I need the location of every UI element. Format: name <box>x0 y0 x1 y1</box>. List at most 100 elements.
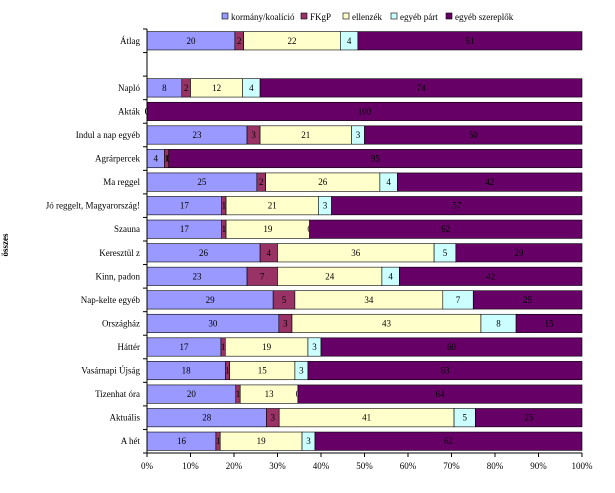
data-label: 1 <box>221 342 226 352</box>
data-label: 1 <box>225 366 230 376</box>
bar-segment <box>472 290 583 310</box>
data-label: 17 <box>180 201 190 211</box>
data-label: 3 <box>251 130 256 140</box>
bar-segment <box>331 196 583 216</box>
data-label: 34 <box>364 295 374 305</box>
data-label: 13 <box>265 389 275 399</box>
data-label: 2 <box>259 177 264 187</box>
bar-segment <box>475 408 583 428</box>
data-label: 5 <box>462 413 467 423</box>
bar-segment <box>297 384 583 404</box>
data-label: 20 <box>186 36 196 46</box>
data-label: 43 <box>382 318 392 328</box>
category-label: Vasárnapi Újság <box>81 366 140 376</box>
x-tick-label: 70% <box>443 461 460 471</box>
data-label: 23 <box>193 130 203 140</box>
data-label: 25 <box>524 413 534 423</box>
category-label: Átlag <box>120 36 140 46</box>
data-label: 19 <box>262 342 272 352</box>
data-label: 64 <box>435 389 445 399</box>
data-label: 4 <box>386 177 391 187</box>
y-axis-title: összes <box>0 233 10 256</box>
data-label: 4 <box>267 248 272 258</box>
bar-segment <box>168 149 583 169</box>
x-tick-label: 60% <box>400 461 417 471</box>
x-tick-label: 30% <box>269 461 286 471</box>
data-label: 2 <box>184 83 189 93</box>
bar-segment <box>455 243 583 263</box>
data-label: 1 <box>164 154 169 164</box>
data-label: 95 <box>371 154 381 164</box>
data-label: 100 <box>358 106 372 116</box>
data-label: 60 <box>447 342 457 352</box>
data-label: 25 <box>197 177 207 187</box>
bar-segment <box>314 431 583 451</box>
data-label: 63 <box>440 366 450 376</box>
data-label: 3 <box>299 366 304 376</box>
data-label: 22 <box>288 36 297 46</box>
legend-swatch <box>342 12 350 20</box>
bar-segment <box>515 313 583 333</box>
x-tick-label: 40% <box>313 461 330 471</box>
data-label: 29 <box>206 295 216 305</box>
legend <box>216 8 531 26</box>
data-label: 42 <box>486 271 495 281</box>
data-label: 20 <box>187 389 197 399</box>
category-label: Országház <box>102 318 140 328</box>
bar-segment <box>307 361 583 381</box>
category-label: Indul a nap egyéb <box>76 130 141 140</box>
data-label: 2 <box>237 36 242 46</box>
data-label: 7 <box>456 295 461 305</box>
data-label: 3 <box>356 130 361 140</box>
data-label: 4 <box>249 83 254 93</box>
x-tick-label: 20% <box>226 461 243 471</box>
x-tick-label: 50% <box>356 461 373 471</box>
x-tick-label: 90% <box>530 461 547 471</box>
data-label: 41 <box>362 413 371 423</box>
data-label: 18 <box>182 366 192 376</box>
data-label: 21 <box>301 130 310 140</box>
legend-swatch <box>445 12 453 20</box>
category-label: Aktuális <box>110 413 141 423</box>
data-label: 1 <box>236 389 241 399</box>
category-label: Agrárpercek <box>95 154 140 164</box>
category-label: Háttér <box>118 342 141 352</box>
data-label: 51 <box>465 36 474 46</box>
data-label: 4 <box>388 271 393 281</box>
x-tick-label: 100% <box>572 461 594 471</box>
data-label: 26 <box>318 177 328 187</box>
data-label: 25 <box>523 295 533 305</box>
legend-swatch <box>390 12 398 20</box>
data-label: 12 <box>212 83 221 93</box>
legend-label: ellenzék <box>352 12 382 22</box>
category-label: Ma reggel <box>103 177 140 187</box>
data-label: 5 <box>282 295 287 305</box>
data-label: 16 <box>177 436 187 446</box>
bar-segment <box>259 78 583 98</box>
x-tick-label: 0% <box>141 461 154 471</box>
bar-segment <box>309 219 583 239</box>
bar-segment <box>364 125 583 145</box>
data-label: 1 <box>222 224 227 234</box>
data-label: 4 <box>153 154 158 164</box>
data-label: 42 <box>485 177 494 187</box>
data-label: 5 <box>443 248 448 258</box>
data-label: 15 <box>545 318 555 328</box>
data-label: 24 <box>325 271 335 281</box>
data-label: 17 <box>180 224 190 234</box>
category-label: A hét <box>121 436 141 446</box>
x-tick-label: 80% <box>487 461 504 471</box>
data-label: 1 <box>216 436 221 446</box>
x-tick-label: 10% <box>182 461 199 471</box>
category-label: Tizenhat óra <box>95 389 140 399</box>
bar-segment <box>397 172 583 192</box>
data-label: 29 <box>514 248 524 258</box>
data-label: 4 <box>347 36 352 46</box>
data-label: 3 <box>306 436 311 446</box>
data-label: 3 <box>271 413 276 423</box>
category-label: Keresztül z <box>99 248 140 258</box>
bar-segment <box>398 266 583 286</box>
category-label: Akták <box>118 106 140 116</box>
data-label: 19 <box>257 436 267 446</box>
